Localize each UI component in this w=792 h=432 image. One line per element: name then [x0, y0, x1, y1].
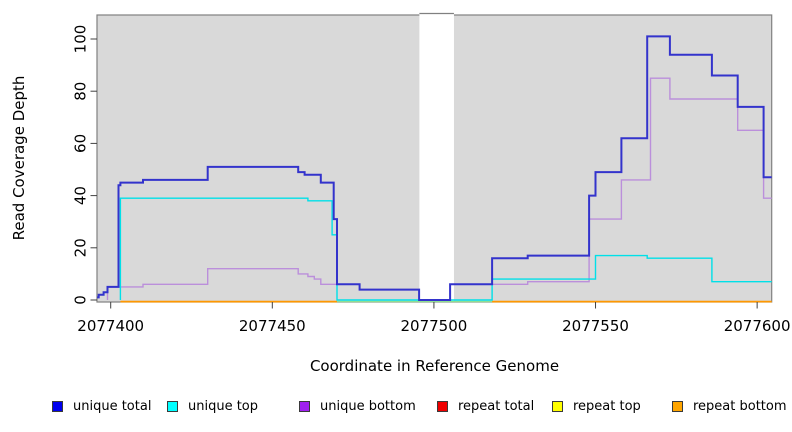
x-tick-label: 2077600 [724, 317, 791, 335]
y-tick-label: 100 [71, 25, 89, 54]
legend-swatch-unique-bottom [299, 401, 310, 412]
y-axis-label: Read Coverage Depth [10, 75, 28, 241]
legend-label: unique top [188, 399, 259, 414]
legend-item-repeat-top: repeat top [552, 399, 641, 414]
x-tick-label: 2077450 [239, 317, 306, 335]
legend-item-unique-bottom: unique bottom [299, 399, 416, 414]
legend-item-repeat-total: repeat total [437, 399, 534, 414]
alignment-gap-band [419, 13, 454, 302]
legend-label: unique total [73, 399, 152, 414]
legend-label: repeat total [458, 399, 535, 414]
x-axis-label: Coordinate in Reference Genome [309, 357, 560, 375]
legend-item-unique-total: unique total [52, 399, 151, 414]
legend: unique total unique top unique bottom repea… [0, 399, 792, 419]
x-tick-label: 2077550 [562, 317, 629, 335]
y-tick-label: 40 [71, 186, 89, 205]
legend-swatch-repeat-total [437, 401, 448, 412]
y-tick-label: 0 [71, 295, 89, 305]
y-tick-label: 20 [71, 238, 89, 257]
y-tick-label: 80 [71, 82, 89, 101]
legend-swatch-repeat-bottom [672, 401, 683, 412]
legend-swatch-repeat-top [552, 401, 563, 412]
legend-item-unique-top: unique top [167, 399, 258, 414]
y-tick-label: 60 [71, 134, 89, 153]
series-line-unique-top [119, 197, 772, 301]
legend-swatch-unique-top [167, 401, 178, 412]
legend-label: repeat top [573, 399, 641, 414]
legend-label: unique bottom [320, 399, 416, 414]
legend-item-repeat-bottom: repeat bottom [672, 399, 787, 414]
legend-label: repeat bottom [693, 399, 787, 414]
x-tick-label: 2077500 [401, 317, 468, 335]
legend-swatch-unique-total [52, 401, 63, 412]
series-line-unique-total [97, 35, 772, 301]
x-tick-label: 2077400 [77, 317, 144, 335]
